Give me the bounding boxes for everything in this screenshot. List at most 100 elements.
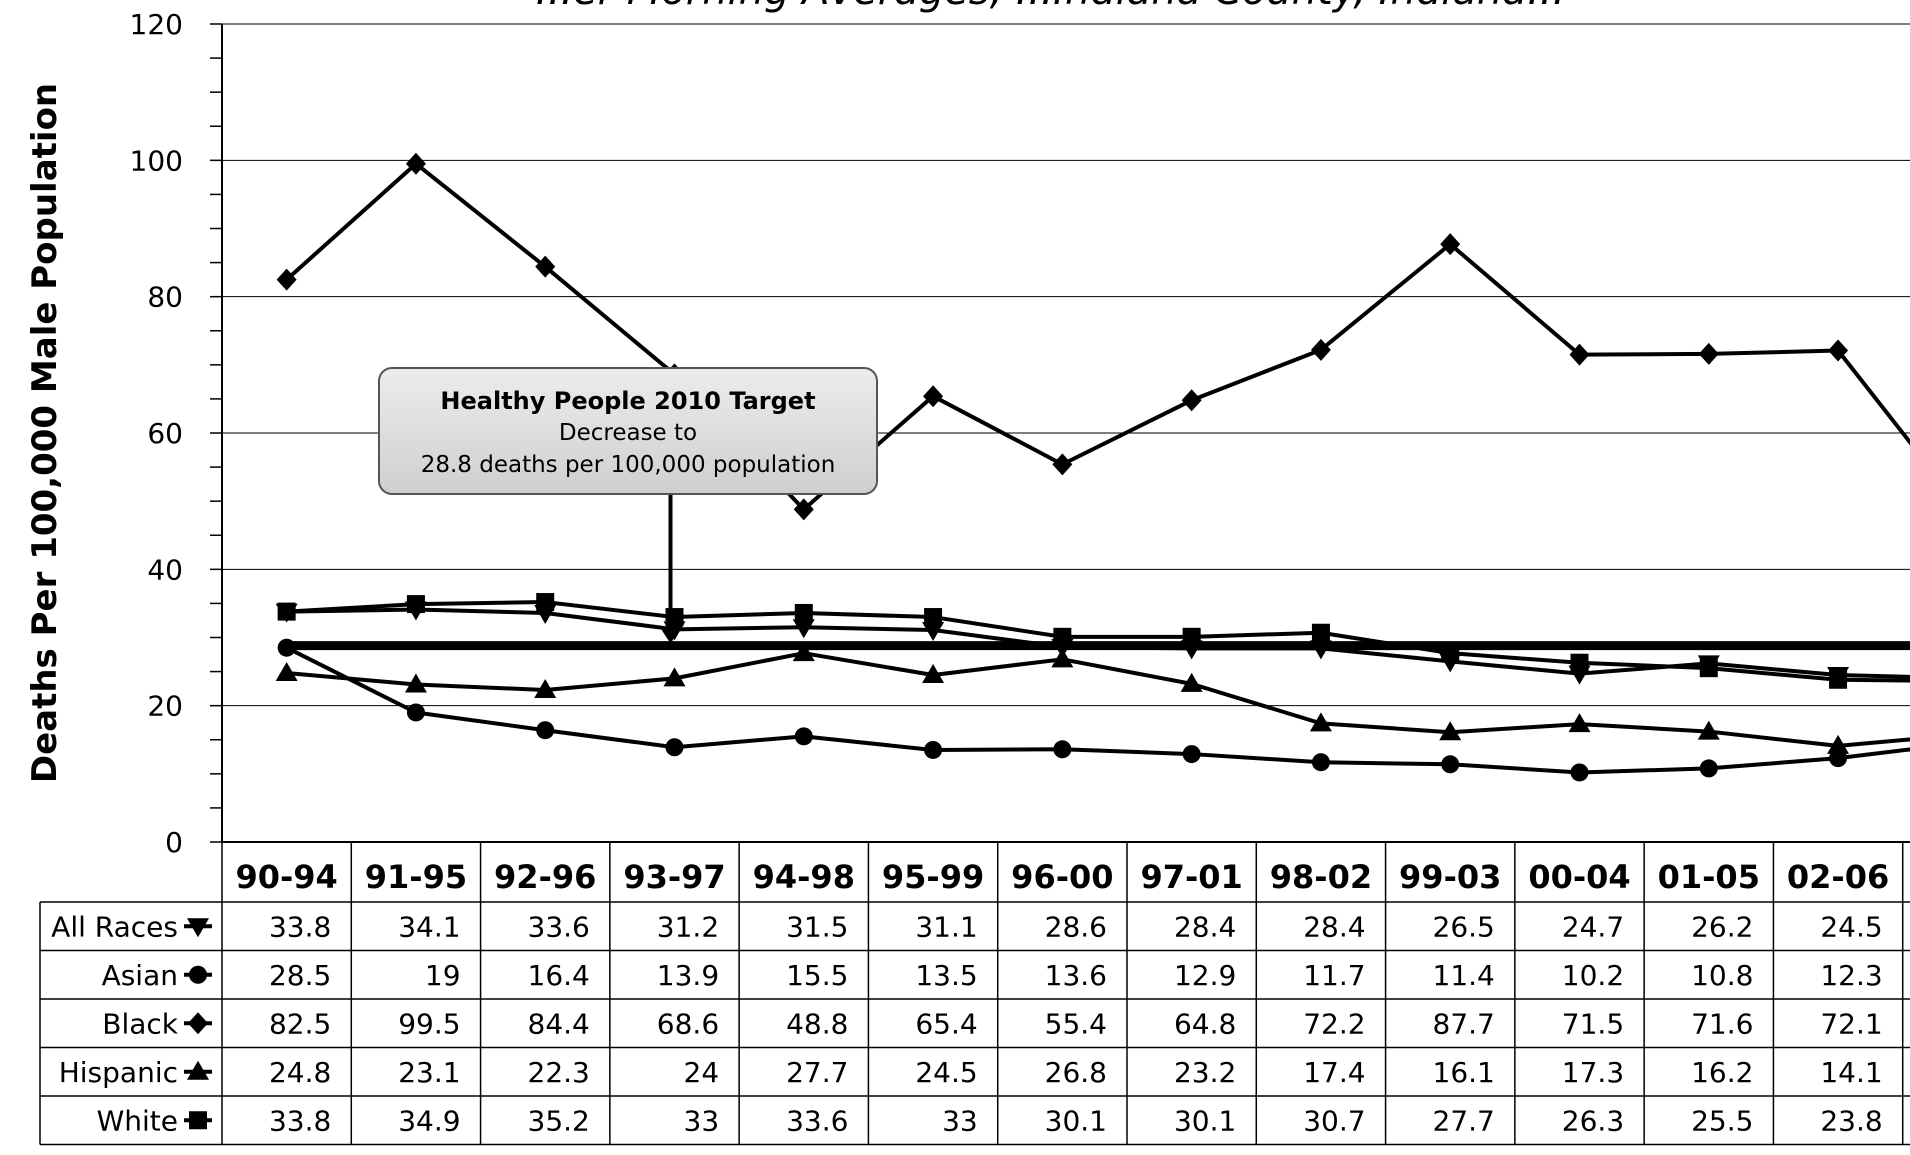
data-point: [1309, 712, 1332, 732]
series-hispanic: [275, 642, 1910, 754]
data-point: [405, 152, 426, 175]
y-tick-label: 80: [147, 281, 183, 314]
target-annotation: Healthy People 2010 Target Decrease to 2…: [378, 367, 878, 495]
y-tick-label: 120: [130, 8, 183, 41]
table-cell: 71.6: [1691, 1007, 1753, 1040]
table-cell: 24: [684, 1056, 720, 1089]
data-table: 90-94 91-95 92-96 93-97 94-98 95-99 96-00 97-01…: [39, 841, 1910, 1146]
series-line: [286, 600, 1910, 683]
series-line: [285, 645, 1910, 775]
target-line: [286, 495, 1910, 651]
table-cell: 26.3: [1562, 1104, 1624, 1137]
data-point: [536, 721, 555, 740]
category-label: 90-94: [235, 858, 337, 896]
table-cell: 23.2: [1174, 1056, 1236, 1089]
data-point: [1309, 640, 1332, 660]
data-point: [535, 255, 556, 278]
table-cell: 24.5: [915, 1056, 977, 1089]
data-point: [1699, 759, 1718, 778]
table-cell: 30.1: [1045, 1104, 1107, 1137]
table-cell: 28.4: [1174, 910, 1236, 943]
data-point: [1051, 648, 1074, 668]
table-cell: 24.7: [1562, 910, 1624, 943]
table-cell: 87.7: [1433, 1007, 1495, 1040]
data-point: [1569, 343, 1590, 366]
data-point: [1311, 753, 1330, 772]
data-point: [1182, 627, 1201, 646]
annotation-title: Healthy People 2010 Target: [440, 387, 816, 415]
data-point: [792, 619, 815, 639]
table-cell: 16.2: [1691, 1056, 1753, 1089]
data-point: [1827, 734, 1850, 754]
data-point: [794, 603, 813, 622]
table-cell: 64.8: [1174, 1007, 1236, 1040]
table-cell: 26.8: [1045, 1056, 1107, 1089]
data-point: [922, 663, 945, 683]
series-white: [277, 593, 1910, 689]
data-point: [275, 661, 298, 681]
y-axis-ticks: 0 20 40 60 80 100 120: [130, 8, 183, 859]
table-cell: 33: [684, 1104, 720, 1137]
table-cell: 15.5: [786, 959, 848, 992]
table-cell: 65.4: [915, 1007, 977, 1040]
data-point: [1052, 453, 1073, 476]
table-series-label: Hispanic: [59, 1056, 178, 1089]
table-cell: 68.6: [657, 1007, 719, 1040]
data-point: [1441, 755, 1460, 774]
y-tick-label: 20: [147, 690, 183, 723]
table-series-label: Black: [102, 1007, 179, 1040]
table-cell: 17.3: [1562, 1056, 1624, 1089]
data-point: [1568, 713, 1591, 733]
data-point: [665, 738, 684, 757]
table-cell: 16.4: [528, 959, 590, 992]
data-point: [1441, 644, 1460, 663]
data-point: [1053, 740, 1072, 759]
table-cell: 28.5: [269, 959, 331, 992]
category-label: 01-05: [1658, 858, 1760, 896]
y-axis-label: Deaths Per 100,000 Male Population: [25, 83, 65, 783]
data-point: [922, 622, 945, 642]
y-tick-label: 40: [147, 553, 183, 586]
data-point: [189, 1111, 207, 1130]
table-cell: 13.9: [657, 959, 719, 992]
table-cell: 11.4: [1433, 959, 1495, 992]
series-line: [286, 607, 1910, 679]
table-cell: 99.5: [398, 1007, 460, 1040]
data-point: [536, 593, 555, 612]
series-asian: [277, 638, 1910, 782]
data-point: [406, 703, 425, 722]
table-cell: 84.4: [528, 1007, 590, 1040]
data-point: [1053, 627, 1072, 646]
category-label: 97-01: [1140, 858, 1242, 896]
table-cell: 23.1: [398, 1056, 460, 1089]
data-point: [1310, 338, 1331, 361]
table-cell: 17.4: [1303, 1056, 1365, 1089]
category-label: 94-98: [753, 858, 855, 896]
annotation-line-1: Decrease to: [558, 420, 698, 446]
data-point: [1570, 763, 1589, 782]
data-point: [794, 727, 813, 746]
data-point: [663, 621, 686, 641]
data-point: [793, 498, 814, 521]
series-line: [285, 161, 1910, 512]
chart-title: ...er Morning Averages, ...Indiana Count…: [535, 0, 1565, 14]
data-point: [1570, 653, 1589, 672]
category-label: 00-04: [1528, 858, 1630, 896]
annotation-line-2: 28.8 deaths per 100,000 population: [420, 452, 836, 478]
data-point: [923, 385, 944, 408]
data-point: [1180, 672, 1203, 692]
table-cell: 16.1: [1433, 1056, 1495, 1089]
table-cell: 35.2: [528, 1104, 590, 1137]
table-cell: 55.4: [1045, 1007, 1107, 1040]
table-cell: 27.7: [786, 1056, 848, 1089]
table-cell: 11.7: [1303, 959, 1365, 992]
table-cell: 26.2: [1691, 910, 1753, 943]
data-point: [187, 918, 209, 938]
data-point: [1697, 720, 1720, 740]
data-point: [1311, 623, 1330, 642]
table-cell: 31.1: [915, 910, 977, 943]
data-point: [1829, 670, 1848, 689]
series-lines: [275, 152, 1910, 782]
table-cell: 31.5: [786, 910, 848, 943]
